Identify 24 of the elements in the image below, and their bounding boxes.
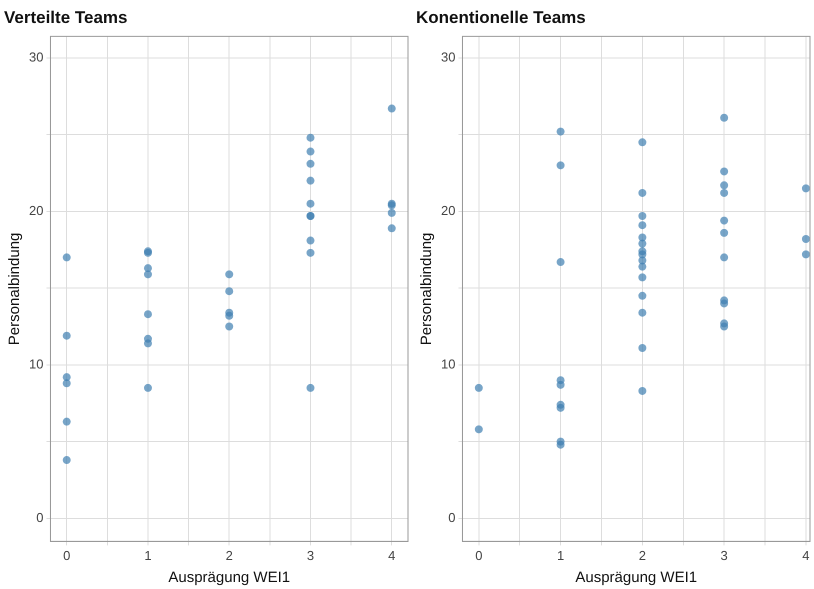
x-tick-label: 2: [226, 548, 233, 563]
chart-title: Verteilte Teams: [4, 8, 128, 27]
x-tick-label: 0: [63, 548, 70, 563]
x-tick-label: 3: [720, 548, 728, 563]
chart-title: Konentionelle Teams: [416, 8, 586, 27]
y-tick-label: 30: [440, 49, 456, 64]
x-tick-label: 1: [556, 548, 564, 563]
x-tick-label: 4: [802, 548, 810, 563]
x-tick-label: 1: [144, 548, 152, 563]
y-tick-label: 20: [440, 202, 456, 218]
x-tick-label: 4: [388, 548, 396, 563]
x-axis-title: Ausprägung WEI1: [575, 569, 698, 586]
y-tick-label: 30: [28, 49, 44, 64]
y-tick-label: 0: [448, 510, 456, 525]
x-tick-label: 0: [475, 548, 482, 563]
x-tick-label: 2: [638, 548, 646, 563]
y-tick-label: 10: [28, 356, 44, 372]
y-tick-label: 0: [36, 510, 44, 525]
y-tick-label: 10: [440, 356, 456, 372]
y-axis-title: Personalbindung: [418, 232, 436, 346]
x-tick-label: 3: [306, 548, 314, 563]
y-axis-title: Personalbindung: [6, 232, 24, 346]
y-tick-label: 20: [28, 202, 44, 218]
x-axis-title: Ausprägung WEI1: [168, 569, 290, 586]
